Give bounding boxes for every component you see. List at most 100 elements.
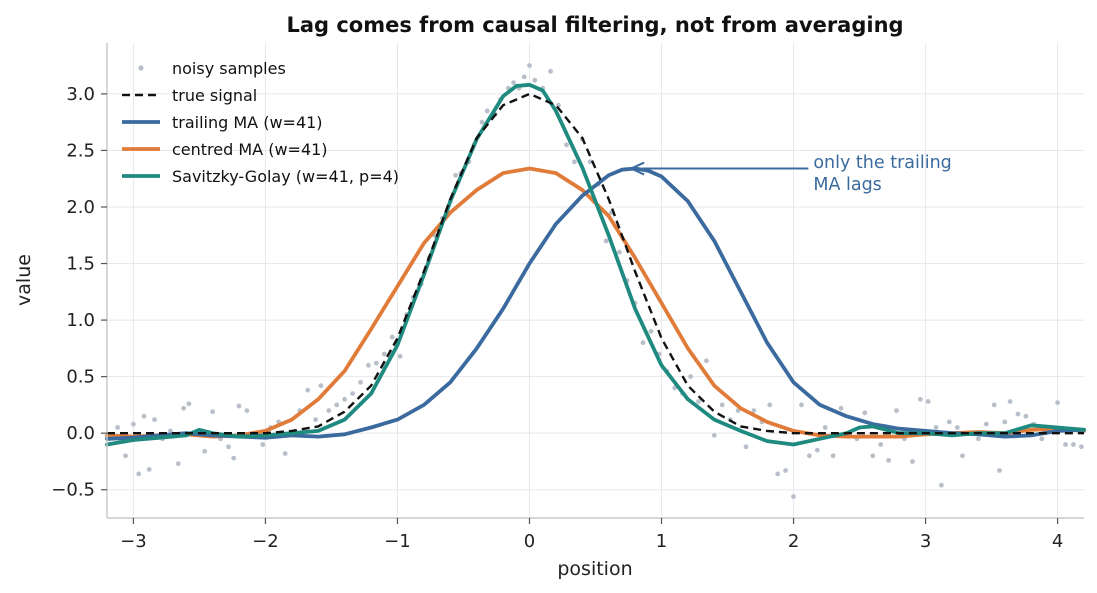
sample-point <box>751 408 757 413</box>
x-tick-label: 2 <box>788 531 799 552</box>
series-trailing-ma-w-41 <box>105 166 1086 441</box>
y-tick-label: 0.5 <box>66 367 95 388</box>
sample-point <box>894 408 899 413</box>
sample-point <box>862 410 868 416</box>
sample-point <box>983 421 989 427</box>
sample-point <box>181 405 187 411</box>
sample-point <box>572 159 577 165</box>
sample-point <box>318 383 324 389</box>
sample-point <box>603 238 609 244</box>
sample-point <box>719 402 725 408</box>
sample-point <box>933 425 939 430</box>
sample-point <box>1071 442 1076 447</box>
sample-point <box>146 467 152 472</box>
legend-label: centred MA (w=41) <box>172 140 328 159</box>
sample-point <box>511 80 516 85</box>
axes <box>106 43 1084 519</box>
legend-item-noisy-samples: noisy samples <box>138 59 286 78</box>
sample-point <box>350 391 355 396</box>
sample-point <box>878 442 884 447</box>
sample-point <box>548 68 553 74</box>
legend: noisy samples true signal trailing MA (w=4… <box>122 59 399 186</box>
y-tick-label: 2.0 <box>66 197 95 218</box>
y-tick-label: 2.5 <box>66 140 95 161</box>
annotation-text: only the trailing <box>813 153 951 173</box>
sample-point <box>305 387 311 393</box>
sample-point <box>236 403 242 409</box>
sample-point <box>397 353 403 359</box>
legend-label: noisy samples <box>172 59 286 78</box>
x-tick-label: −1 <box>384 531 411 552</box>
sample-point <box>743 444 749 450</box>
series-line <box>107 92 1084 435</box>
sample-point <box>1079 444 1084 450</box>
sample-point <box>484 108 490 114</box>
sample-point <box>226 444 231 450</box>
sample-point <box>389 334 395 340</box>
sample-point <box>1007 399 1013 404</box>
sample-point <box>521 74 527 80</box>
sample-point <box>939 482 944 488</box>
sample-point <box>244 408 250 413</box>
sample-point <box>186 401 192 407</box>
y-tick-label: 1.5 <box>66 254 95 275</box>
sample-point <box>326 408 332 413</box>
x-tick-label: 3 <box>920 531 931 552</box>
legend-item-trailing-ma-w-41: trailing MA (w=41) <box>122 113 323 132</box>
sample-point <box>830 453 836 459</box>
sample-point <box>616 249 622 255</box>
x-tick-label: 4 <box>1052 531 1063 552</box>
sample-point <box>711 433 717 438</box>
sample-point <box>925 399 931 404</box>
sample-point <box>910 459 915 464</box>
sample-point <box>373 360 379 366</box>
x-tick-label: 0 <box>524 531 535 552</box>
sample-point <box>152 417 157 422</box>
sample-point <box>775 471 781 477</box>
sample-point <box>453 172 458 178</box>
sample-point <box>564 142 569 148</box>
sample-point <box>976 436 981 442</box>
sample-point <box>1039 436 1045 442</box>
sample-point <box>696 399 701 404</box>
sample-point <box>141 413 147 419</box>
sample-point <box>648 329 654 334</box>
x-tick-label: −3 <box>120 531 147 552</box>
sample-point <box>479 119 485 125</box>
sample-point <box>175 461 181 467</box>
series-true-signal <box>107 92 1084 435</box>
sample-point <box>814 447 820 453</box>
series-layer <box>105 63 1086 499</box>
legend-label: Savitzky-Golay (w=41, p=4) <box>172 167 399 186</box>
y-tick-label: 0.0 <box>66 423 95 444</box>
sample-point <box>954 425 960 430</box>
sample-point <box>960 453 965 459</box>
x-tick-label: 1 <box>656 531 667 552</box>
series-line <box>105 166 1086 441</box>
sample-point <box>704 358 709 364</box>
y-axis-label: value <box>13 254 35 306</box>
annotation-arrowhead <box>630 161 645 176</box>
sample-point <box>838 405 844 411</box>
sample-point <box>210 409 216 415</box>
sample-point <box>640 340 646 346</box>
sample-point <box>587 159 593 165</box>
sample-point <box>870 453 876 459</box>
sample-point <box>115 425 120 430</box>
sample-point <box>131 421 136 427</box>
sample-point <box>688 374 693 379</box>
y-ticks: −0.5 0.0 0.5 1.0 1.5 2.0 2.5 3.0 <box>51 84 107 501</box>
y-tick-label: 1.0 <box>66 310 95 331</box>
sample-point <box>991 402 997 408</box>
sample-point <box>1055 400 1060 405</box>
sample-point <box>334 402 340 408</box>
sample-point <box>917 396 923 402</box>
sample-point <box>313 417 318 422</box>
y-tick-label: −0.5 <box>51 480 95 501</box>
sample-point <box>886 457 891 463</box>
sample-point <box>527 63 532 68</box>
sample-point <box>231 455 237 461</box>
